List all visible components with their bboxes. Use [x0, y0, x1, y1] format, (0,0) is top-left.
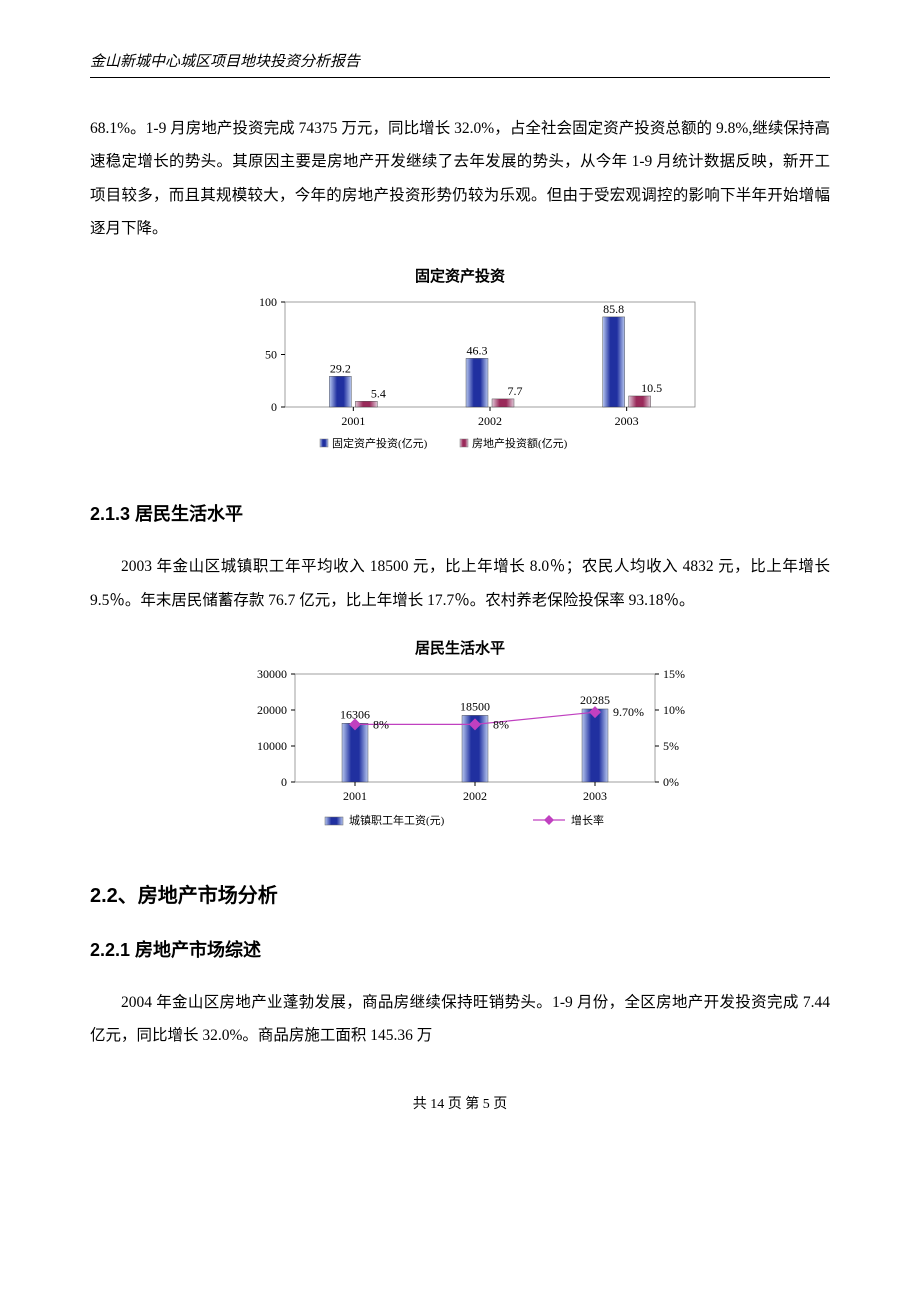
paragraph-2: 2003 年金山区城镇职工年平均收入 18500 元，比上年增长 8.0％；农民… [90, 550, 830, 617]
svg-text:2001: 2001 [343, 789, 367, 803]
svg-text:30000: 30000 [257, 667, 287, 681]
svg-text:5%: 5% [663, 739, 679, 753]
svg-text:5.4: 5.4 [371, 387, 386, 401]
heading-2-2: 2.2、房地产市场分析 [90, 879, 830, 908]
svg-text:8%: 8% [373, 717, 389, 731]
chart-living-standard: 居民生活水平 01000020000300000%5%10%15%1630620… [90, 637, 830, 849]
chart2-title: 居民生活水平 [90, 637, 830, 658]
svg-text:0%: 0% [663, 775, 679, 789]
paragraph-1: 68.1%。1-9 月房地产投资完成 74375 万元，同比增长 32.0%，占… [90, 112, 830, 245]
svg-text:增长率: 增长率 [571, 813, 604, 827]
svg-text:20000: 20000 [257, 703, 287, 717]
svg-text:2003: 2003 [615, 414, 639, 428]
svg-text:9.70%: 9.70% [613, 705, 644, 719]
svg-text:房地产投资额(亿元): 房地产投资额(亿元) [472, 436, 568, 450]
svg-text:10.5: 10.5 [641, 381, 662, 395]
svg-text:50: 50 [265, 348, 277, 362]
chart-fixed-asset-investment: 固定资产投资 0 50 100 29.2 5.4 2001 46.3 7.7 2002 85.8 1… [90, 265, 830, 472]
svg-text:10%: 10% [663, 703, 685, 717]
svg-text:10000: 10000 [257, 739, 287, 753]
svg-text:18500: 18500 [460, 699, 490, 713]
chart2-svg: 01000020000300000%5%10%15%16306200118500… [195, 664, 725, 844]
svg-text:20285: 20285 [580, 693, 610, 707]
page-footer: 共 14 页 第 5 页 [90, 1093, 830, 1113]
svg-text:2002: 2002 [478, 414, 502, 428]
paragraph-3: 2004 年金山区房地产业蓬勃发展，商品房继续保持旺销势头。1-9 月份，全区房… [90, 986, 830, 1053]
svg-text:46.3: 46.3 [467, 344, 488, 358]
svg-text:8%: 8% [493, 717, 509, 731]
svg-text:85.8: 85.8 [603, 302, 624, 316]
svg-text:29.2: 29.2 [330, 362, 351, 376]
svg-text:2003: 2003 [583, 789, 607, 803]
chart1-title: 固定资产投资 [90, 265, 830, 286]
svg-text:0: 0 [271, 400, 277, 414]
svg-text:城镇职工年工资(元): 城镇职工年工资(元) [349, 813, 445, 827]
svg-text:100: 100 [259, 295, 277, 309]
svg-text:15%: 15% [663, 667, 685, 681]
chart1-svg: 0 50 100 29.2 5.4 2001 46.3 7.7 2002 85.8 10.5 2003… [195, 292, 725, 467]
heading-2-2-1: 2.2.1 房地产市场综述 [90, 936, 830, 962]
heading-2-1-3: 2.1.3 居民生活水平 [90, 500, 830, 526]
svg-text:7.7: 7.7 [508, 384, 523, 398]
svg-text:0: 0 [281, 775, 287, 789]
svg-text:固定资产投资(亿元): 固定资产投资(亿元) [332, 436, 428, 450]
svg-text:2002: 2002 [463, 789, 487, 803]
svg-text:2001: 2001 [341, 414, 365, 428]
running-header: 金山新城中心城区项目地块投资分析报告 [90, 50, 830, 78]
